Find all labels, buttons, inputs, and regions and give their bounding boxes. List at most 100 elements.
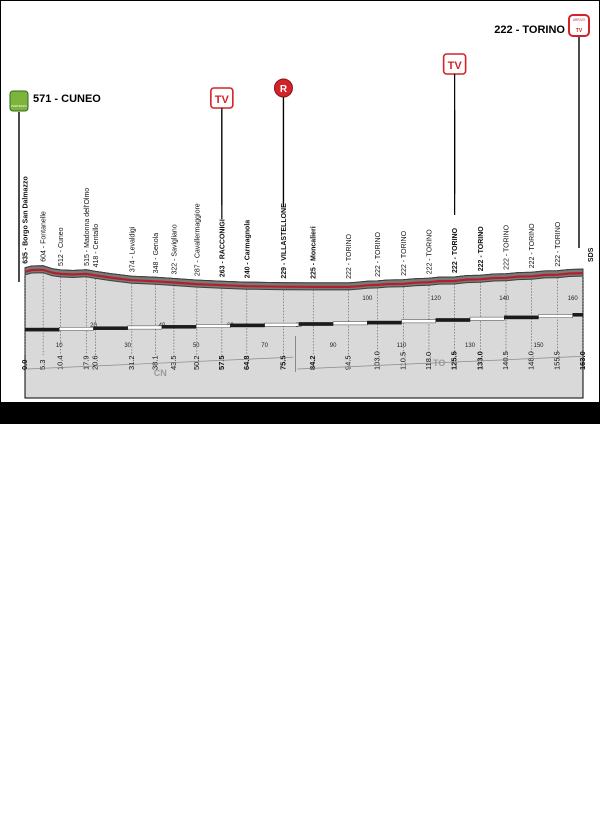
town-label-group: 222 - TORINO bbox=[401, 230, 408, 275]
km-label-group: 75.5 bbox=[278, 355, 287, 370]
town-label: 222 - TORINO bbox=[375, 232, 382, 277]
distance-strip-segment bbox=[572, 313, 584, 317]
km-label: 5.3 bbox=[38, 360, 47, 370]
town-label: 263 - RACCONIGI bbox=[219, 219, 226, 277]
km-label: 64.8 bbox=[242, 355, 251, 370]
finish-side-label-group: SDS bbox=[588, 247, 595, 262]
km-label: 50.2 bbox=[192, 355, 201, 370]
start-label: 571 - CUNEO bbox=[33, 93, 101, 105]
town-label: 418 - Centallo bbox=[93, 224, 100, 268]
distance-strip-segment bbox=[469, 316, 505, 321]
town-label-group: 348 - Genola bbox=[153, 233, 160, 274]
finish-icon-sign: TV bbox=[576, 28, 583, 34]
distance-strip-segment bbox=[332, 321, 368, 326]
km-label: 75.5 bbox=[278, 355, 287, 370]
km-label: 155.5 bbox=[552, 351, 561, 370]
town-label-group: 229 - VILLASTELLONE bbox=[281, 203, 288, 279]
km-label-group: 155.5 bbox=[552, 351, 561, 370]
stage-profile-chart: 1020304050607080901001101201301401501600… bbox=[0, 0, 600, 403]
town-label: 322 - Savigliano bbox=[171, 224, 178, 274]
town-label-group: 222 - TORINO bbox=[426, 229, 433, 274]
km-label: 20.6 bbox=[91, 355, 100, 370]
km-label-group: 94.5 bbox=[344, 355, 353, 370]
town-label-group: 222 - TORINO bbox=[375, 232, 382, 277]
km-label-group: 0.0 bbox=[20, 360, 29, 370]
km-label-group: 38.1 bbox=[150, 355, 159, 370]
km-label-group: 163.0 bbox=[578, 351, 587, 370]
distance-strip-segment bbox=[127, 325, 163, 330]
km-label: 110.5 bbox=[398, 352, 407, 370]
town-label: 222 - TORINO bbox=[401, 230, 408, 275]
town-label-group: 240 - Carmagnola bbox=[244, 220, 251, 278]
km-tick-label: 30 bbox=[124, 343, 131, 349]
r-icon-text: R bbox=[280, 84, 288, 95]
finish-side-label: SDS bbox=[588, 247, 595, 262]
km-label-group: 5.3 bbox=[38, 360, 47, 370]
km-label-group: 118.0 bbox=[424, 352, 433, 370]
town-label: 240 - Carmagnola bbox=[244, 220, 251, 278]
km-label: 140.5 bbox=[501, 351, 510, 370]
km-label-group: 84.2 bbox=[308, 355, 317, 370]
km-tick-label: 20 bbox=[90, 323, 97, 329]
town-label-group: 222 - TORINO bbox=[478, 226, 485, 272]
town-label: 222 - TORINO bbox=[555, 221, 562, 266]
town-label-group: 604 - Fontanelle bbox=[41, 211, 48, 262]
distance-strip-segment bbox=[401, 319, 436, 324]
distance-strip-segment bbox=[59, 327, 94, 331]
km-label: 38.1 bbox=[150, 355, 159, 370]
watermark-text: [986x666] https://upic.me/ bbox=[421, 808, 594, 821]
town-label: 222 - TORINO bbox=[452, 227, 459, 273]
km-tick-label: 10 bbox=[56, 343, 63, 349]
footer-bar: [986x666] https://upic.me/ bbox=[0, 403, 600, 821]
km-label: 31.2 bbox=[127, 355, 136, 370]
town-label: 512 - Cuneo bbox=[58, 227, 65, 266]
km-label: 94.5 bbox=[344, 355, 353, 370]
town-label-group: 222 - TORINO bbox=[452, 227, 459, 273]
km-tick-label: 90 bbox=[330, 343, 337, 349]
distance-strip-segment bbox=[504, 315, 539, 320]
km-tick-label: 130 bbox=[465, 343, 476, 349]
town-label-group: 263 - RACCONIGI bbox=[219, 219, 226, 277]
town-label-group: 222 - TORINO bbox=[346, 233, 353, 278]
sector-line bbox=[26, 356, 294, 370]
sector-label: CN bbox=[154, 368, 167, 378]
distance-strip-segment bbox=[195, 324, 231, 328]
town-label-group: 287 - Cavallermaggiore bbox=[194, 203, 201, 276]
start-icon-text: PARTENZA bbox=[11, 104, 27, 108]
km-label-group: 17.9 bbox=[81, 355, 90, 370]
tv-icon-text: TV bbox=[448, 60, 463, 72]
tv-icon-text: TV bbox=[215, 94, 230, 106]
town-label: 374 - Levaldigi bbox=[129, 226, 136, 272]
km-label-group: 103.0 bbox=[373, 351, 382, 370]
km-tick-label: 120 bbox=[431, 296, 442, 302]
town-label: 222 - TORINO bbox=[478, 226, 485, 272]
town-label: 222 - TORINO bbox=[529, 223, 536, 268]
town-label-group: 374 - Levaldigi bbox=[129, 226, 136, 272]
distance-strip-segment bbox=[298, 322, 334, 326]
distance-strip-segment bbox=[161, 325, 197, 329]
km-label: 10.4 bbox=[56, 355, 65, 370]
distance-strip-segment bbox=[538, 314, 573, 318]
town-label-group: 322 - Savigliano bbox=[171, 224, 178, 274]
km-label: 17.9 bbox=[81, 355, 90, 370]
km-label-group: 125.5 bbox=[450, 351, 459, 370]
km-tick-label: 70 bbox=[261, 343, 268, 349]
finish-icon bbox=[568, 14, 590, 37]
profile-top-band bbox=[24, 265, 584, 291]
town-label: 222 - TORINO bbox=[426, 229, 433, 274]
distance-strip-segment bbox=[367, 320, 402, 325]
distance-strip-segment bbox=[230, 323, 265, 328]
town-label-group: 635 - Borgo San Dalmazzo bbox=[23, 176, 30, 264]
km-label-group: 110.5 bbox=[398, 352, 407, 370]
km-label: 148.0 bbox=[527, 351, 536, 370]
start-icon bbox=[9, 90, 29, 112]
town-label: 222 - TORINO bbox=[503, 224, 510, 269]
km-tick-label: 140 bbox=[499, 296, 510, 302]
town-label: 225 - Moncalieri bbox=[311, 226, 318, 279]
km-label-group: 140.5 bbox=[501, 351, 510, 370]
km-label: 57.5 bbox=[217, 355, 226, 370]
km-label-group: 64.8 bbox=[242, 355, 251, 370]
town-label-group: 222 - TORINO bbox=[555, 221, 562, 266]
km-tick-label: 150 bbox=[533, 343, 544, 349]
km-tick-label: 110 bbox=[397, 343, 407, 349]
